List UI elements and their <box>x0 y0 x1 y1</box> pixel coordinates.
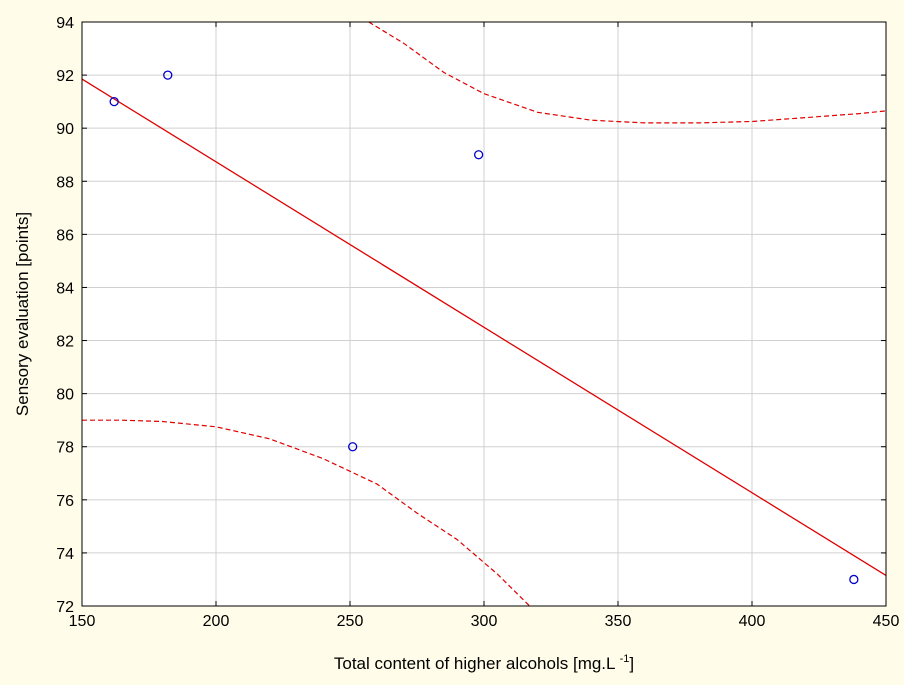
y-tick-label: 80 <box>56 387 74 404</box>
y-tick-label: 74 <box>56 546 74 563</box>
x-tick-label: 350 <box>605 613 632 630</box>
y-tick-label: 82 <box>56 334 74 351</box>
x-axis-title: Total content of higher alcohols [mg.L -… <box>334 653 634 673</box>
confidence-bands <box>82 21 887 607</box>
x-axis-title-text: Total content of higher alcohols [mg.L <box>334 654 620 673</box>
y-tick-label: 84 <box>56 280 74 297</box>
y-tick-label: 76 <box>56 493 74 510</box>
regression-group <box>81 78 887 577</box>
x-axis-title-superscript: -1 <box>620 653 630 665</box>
regression-line <box>81 78 887 577</box>
x-axis-title-suffix: ] <box>629 654 634 673</box>
x-tick-label: 250 <box>337 613 364 630</box>
upper-confidence-band <box>368 21 887 124</box>
y-axis-title: Sensory evaluation [points] <box>13 212 32 416</box>
x-tick-label: 450 <box>873 613 900 630</box>
data-point <box>163 70 173 80</box>
data-point <box>348 442 358 452</box>
x-tick-label: 200 <box>203 613 230 630</box>
y-tick-label: 86 <box>56 227 74 244</box>
y-tick-label: 78 <box>56 440 74 457</box>
axis-ticks: 150 200 250 300 350 400 450 72 74 76 78 80 82 84 86 88 9… <box>56 15 899 630</box>
data-points <box>109 70 859 585</box>
x-tick-label: 300 <box>471 613 498 630</box>
lower-confidence-band <box>82 419 531 607</box>
data-point <box>109 96 119 107</box>
y-tick-label: 88 <box>56 174 74 191</box>
x-tick-label: 400 <box>739 613 766 630</box>
y-tick-label: 72 <box>56 599 74 616</box>
data-point <box>849 574 859 585</box>
x-tick-label: 150 <box>69 613 96 630</box>
y-tick-label: 90 <box>56 121 74 138</box>
data-point <box>473 150 484 160</box>
y-tick-label: 94 <box>56 15 74 32</box>
y-tick-label: 92 <box>56 68 74 85</box>
